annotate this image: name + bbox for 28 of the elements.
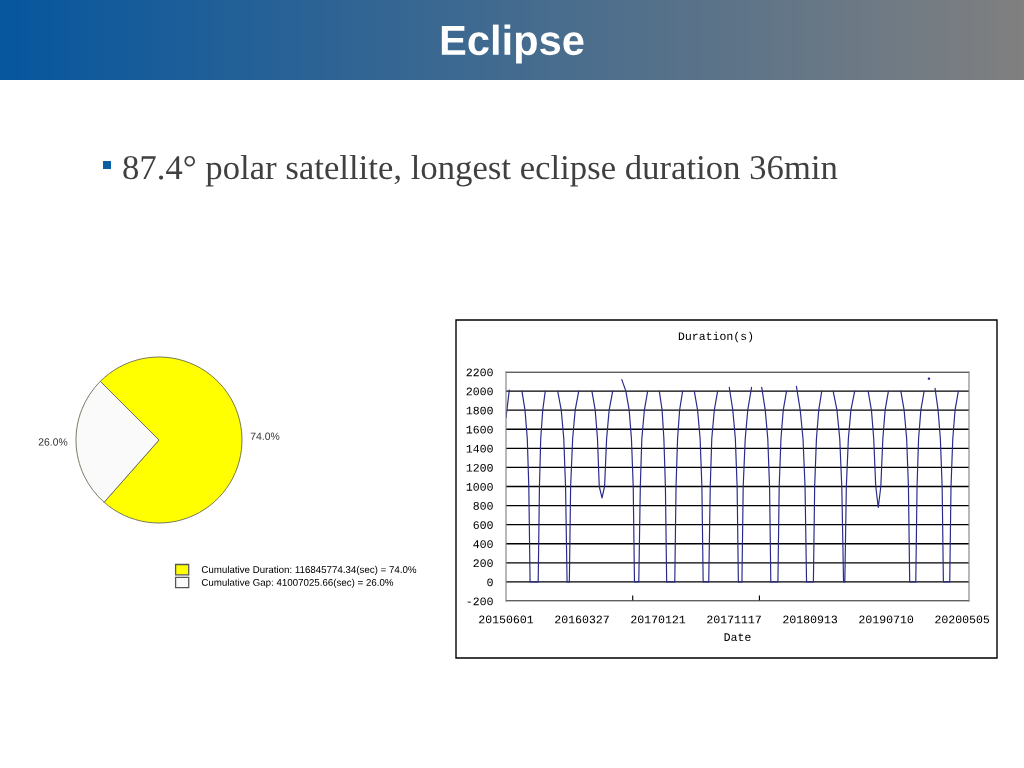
y-tick-label: 400 <box>473 540 493 549</box>
x-tick-label: 20170121 <box>631 615 686 624</box>
y-tick-label: -200 <box>467 597 493 606</box>
text: Eclipse <box>441 24 584 64</box>
x-tick-label: 20171117 <box>707 615 761 624</box>
data-label: 26.0% <box>38 438 68 446</box>
y-tick-label: 2000 <box>466 387 493 396</box>
x-tick-label: 20190710 <box>859 615 914 624</box>
x-tick-label: 20150601 <box>479 615 534 624</box>
y-tick-label: 1400 <box>466 444 493 453</box>
y-tick-label: 1000 <box>466 482 493 491</box>
text: 87.4° polar satellite, longest eclipse duration 36min <box>123 154 838 187</box>
chart-title: Duration(s) <box>678 331 753 343</box>
legend-label: Cumulative Duration: 116845774.34(sec) = 74.0% <box>201 565 417 575</box>
y-tick-label: 2200 <box>466 368 493 377</box>
y-tick-label: 200 <box>473 559 493 568</box>
data-label: 74.0% <box>250 432 280 440</box>
x-axis-title: Date <box>724 633 751 642</box>
y-tick-label: 600 <box>473 521 493 529</box>
x-tick-label: 20200505 <box>935 615 990 624</box>
y-tick-label: 800 <box>473 502 493 510</box>
x-tick-label: 20160327 <box>555 615 609 624</box>
y-tick-label: 0 <box>487 578 493 587</box>
legend-label: Cumulative Gap: 41007025.66(sec) = 26.0% <box>201 578 394 588</box>
y-tick-label: 1200 <box>466 463 493 472</box>
y-tick-label: 1800 <box>466 406 493 415</box>
y-tick-label: 1600 <box>466 425 493 434</box>
x-tick-label: 20180913 <box>783 615 838 624</box>
